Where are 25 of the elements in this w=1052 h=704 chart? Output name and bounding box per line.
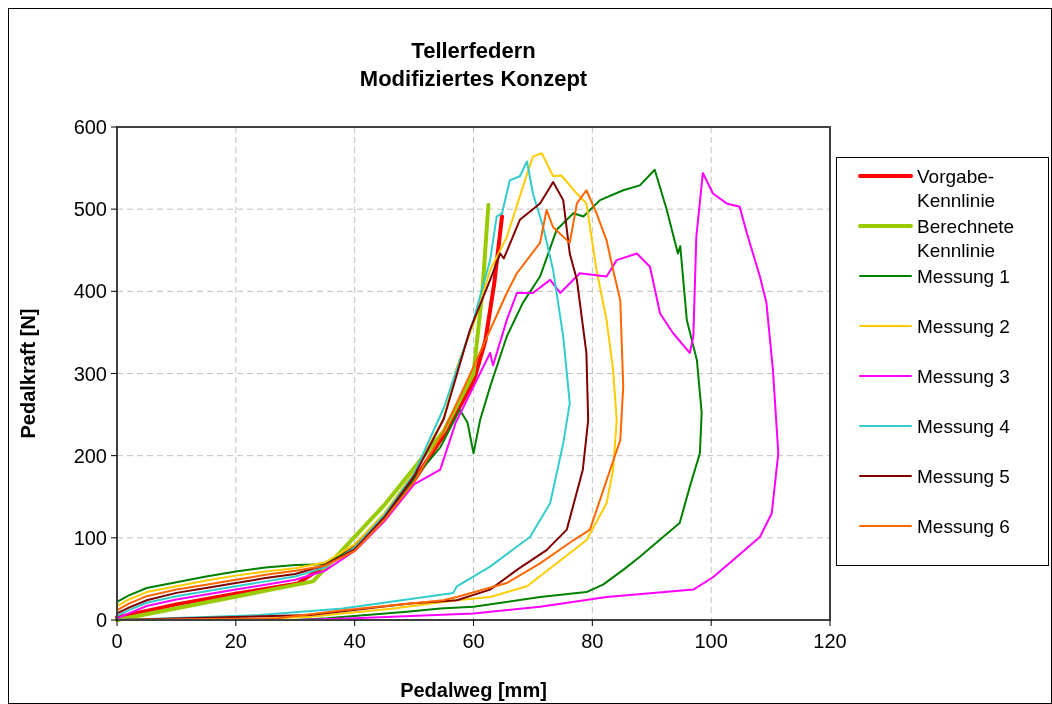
x-tick-label: 20	[224, 630, 247, 652]
x-tick-label: 80	[581, 630, 604, 652]
legend-label: Berechnete Kennlinie	[917, 216, 1015, 261]
legend-label: Messung 6	[917, 516, 1010, 537]
legend-label: Vorgabe-Kennlinie	[917, 166, 996, 211]
y-tick-label: 200	[73, 444, 107, 467]
y-axis-title: Pedalkraft [N]	[17, 308, 39, 439]
y-tick-label: 100	[73, 526, 107, 549]
y-tick-label: 300	[73, 362, 107, 385]
y-tick-label: 600	[73, 116, 107, 138]
legend-label: Messung 2	[917, 316, 1010, 337]
x-tick-label: 40	[343, 630, 366, 652]
x-tick-label: 100	[694, 630, 728, 652]
y-tick-label: 500	[73, 198, 107, 221]
y-tick-label: 400	[73, 280, 107, 303]
legend-label: Messung 1	[917, 266, 1010, 287]
legend-label: Messung 3	[917, 366, 1010, 387]
x-axis-title: Pedalweg [mm]	[400, 679, 547, 701]
legend-label: Messung 4	[917, 416, 1011, 437]
legend-label: Messung 5	[917, 466, 1010, 487]
x-tick-label: 0	[111, 630, 123, 652]
x-tick-label: 60	[462, 630, 485, 652]
x-tick-label: 120	[813, 630, 847, 652]
chart-title: Tellerfedern Modifiziertes Konzept	[359, 38, 588, 91]
y-tick-label: 0	[95, 609, 107, 631]
